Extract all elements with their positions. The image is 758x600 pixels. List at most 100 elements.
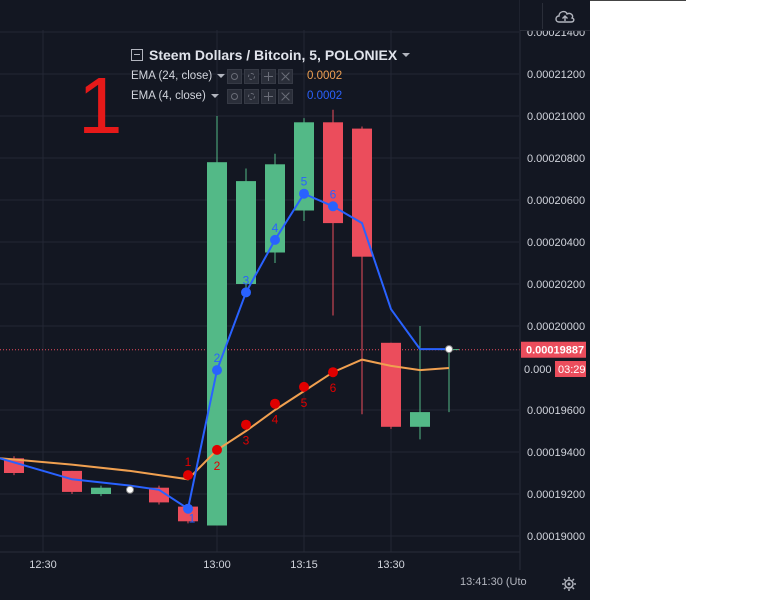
ema-line-0 bbox=[0, 358, 450, 481]
countdown-tag bbox=[555, 361, 586, 377]
plus-icon[interactable] bbox=[261, 68, 276, 84]
marker-label: 4 bbox=[272, 413, 279, 427]
marker-label: 2 bbox=[214, 459, 221, 473]
status-bar bbox=[0, 570, 590, 600]
marker-dot bbox=[299, 188, 309, 199]
indicator-value: 0.0002 bbox=[307, 90, 343, 102]
candle-body bbox=[91, 487, 111, 494]
marker-dot bbox=[299, 381, 309, 392]
countdown-label: 03:29 bbox=[558, 364, 586, 376]
marker-label: 1 bbox=[189, 512, 196, 526]
close-icon[interactable] bbox=[278, 68, 293, 84]
toolbar-top bbox=[520, 0, 590, 31]
y-tick-label: 0.00020800 bbox=[527, 153, 585, 165]
candle bbox=[352, 126, 372, 415]
marker-dot bbox=[212, 444, 222, 455]
ema-line-1 bbox=[0, 192, 449, 511]
chevron-down-icon[interactable] bbox=[402, 53, 411, 57]
last-price-tag bbox=[521, 341, 586, 358]
marker-label: 3 bbox=[243, 273, 250, 287]
marker-label: 1 bbox=[185, 455, 192, 469]
candle bbox=[62, 470, 82, 494]
last-price-label: 0.00019887 bbox=[526, 345, 584, 357]
marker-dot bbox=[328, 367, 338, 378]
price-tags: 0.00019887 0.000 03:29 bbox=[521, 341, 586, 377]
point-marker bbox=[445, 345, 453, 354]
plus-icon[interactable] bbox=[261, 88, 276, 104]
chart-legend: Steem Dollars / Bitcoin, 5, POLONIEX EMA… bbox=[131, 44, 411, 106]
ema-lines bbox=[0, 192, 453, 511]
marker-label: 5 bbox=[301, 396, 308, 410]
marker-dot bbox=[241, 419, 251, 430]
settings-icon[interactable] bbox=[244, 68, 259, 84]
candle bbox=[265, 153, 285, 263]
y-tick-label: 0.00021200 bbox=[527, 69, 585, 81]
price-axis: 0.00019000 0.00019200 0.00019400 0.00019600… bbox=[0, 0, 585, 570]
chevron-down-icon[interactable] bbox=[217, 74, 226, 78]
marker-dot bbox=[212, 365, 222, 376]
marker-dot bbox=[270, 234, 280, 245]
indicator-label: EMA (4, close) bbox=[131, 90, 206, 102]
indicator-label: EMA (24, close) bbox=[131, 70, 213, 82]
marker-label: 6 bbox=[330, 381, 337, 395]
y-tick-label: 0.00019000 bbox=[527, 531, 585, 543]
y-tick-label: 0.00020600 bbox=[527, 195, 585, 207]
gear-icon bbox=[562, 577, 576, 591]
symbol-label: Steem Dollars / Bitcoin, 5, POLONIEX bbox=[149, 47, 398, 63]
candle bbox=[381, 342, 401, 429]
indicator-row-ema4[interactable]: EMA (4, close) 0.0002 bbox=[131, 86, 410, 106]
candle bbox=[439, 349, 459, 413]
candle-body bbox=[62, 470, 82, 492]
eye-icon[interactable] bbox=[227, 68, 242, 84]
x-tick-label: 13:30 bbox=[377, 559, 405, 571]
ema-price-tag bbox=[521, 361, 555, 377]
chart-panel[interactable]: 0.00019000 0.00019200 0.00019400 0.00019600… bbox=[0, 0, 590, 600]
candle-body bbox=[236, 181, 256, 284]
marker-label: 2 bbox=[214, 351, 221, 365]
ema-price-label: 0.000 bbox=[524, 364, 552, 376]
price-chart[interactable]: 0.00019000 0.00019200 0.00019400 0.00019600… bbox=[0, 0, 590, 600]
y-tick-label: 0.00019400 bbox=[527, 447, 585, 459]
candle bbox=[236, 168, 256, 295]
y-tick-label: 0.00020000 bbox=[527, 321, 585, 333]
x-tick-label: 12:30 bbox=[29, 559, 57, 571]
divider bbox=[590, 0, 686, 1]
y-tick-label: 0.00021000 bbox=[527, 111, 585, 123]
candle-body bbox=[4, 458, 24, 473]
candle bbox=[323, 109, 343, 316]
clock-label: 13:41:30 (Uto bbox=[460, 576, 527, 588]
chart-settings-button[interactable] bbox=[558, 574, 580, 594]
candle-body bbox=[178, 506, 198, 522]
marker-dot bbox=[328, 201, 338, 212]
candle bbox=[410, 326, 430, 440]
candle-body bbox=[352, 128, 372, 257]
x-tick-label: 13:00 bbox=[203, 559, 231, 571]
marker-dot bbox=[241, 287, 251, 298]
candle-body bbox=[410, 412, 430, 427]
chevron-down-icon[interactable] bbox=[210, 94, 219, 98]
candle bbox=[91, 485, 111, 497]
indicator-value: 0.0002 bbox=[307, 70, 343, 82]
candles bbox=[4, 109, 459, 526]
cloud-upload-button[interactable] bbox=[542, 3, 587, 29]
symbol-title[interactable]: Steem Dollars / Bitcoin, 5, POLONIEX bbox=[131, 44, 411, 66]
ema-markers: 1 2 3 4 5 6 1 2 3 4 5 6 bbox=[183, 175, 338, 526]
candle bbox=[294, 118, 314, 221]
cloud-upload-icon bbox=[555, 10, 575, 23]
candle-body bbox=[149, 487, 169, 503]
indicator-row-ema24[interactable]: EMA (24, close) 0.0002 bbox=[131, 66, 410, 86]
collapse-icon[interactable] bbox=[131, 49, 143, 61]
marker-label: 6 bbox=[330, 187, 337, 201]
candle bbox=[149, 485, 169, 505]
settings-icon[interactable] bbox=[244, 88, 259, 104]
marker-label: 5 bbox=[301, 175, 308, 189]
close-icon[interactable] bbox=[278, 88, 293, 104]
annotation-number: 1 bbox=[78, 61, 123, 150]
marker-label: 3 bbox=[243, 434, 250, 448]
eye-icon[interactable] bbox=[227, 88, 242, 104]
candle-body bbox=[207, 162, 227, 526]
x-tick-label: 13:15 bbox=[290, 559, 318, 571]
marker-dot bbox=[270, 398, 280, 409]
y-tick-label: 0.00020200 bbox=[527, 279, 585, 291]
point-marker bbox=[126, 485, 134, 494]
